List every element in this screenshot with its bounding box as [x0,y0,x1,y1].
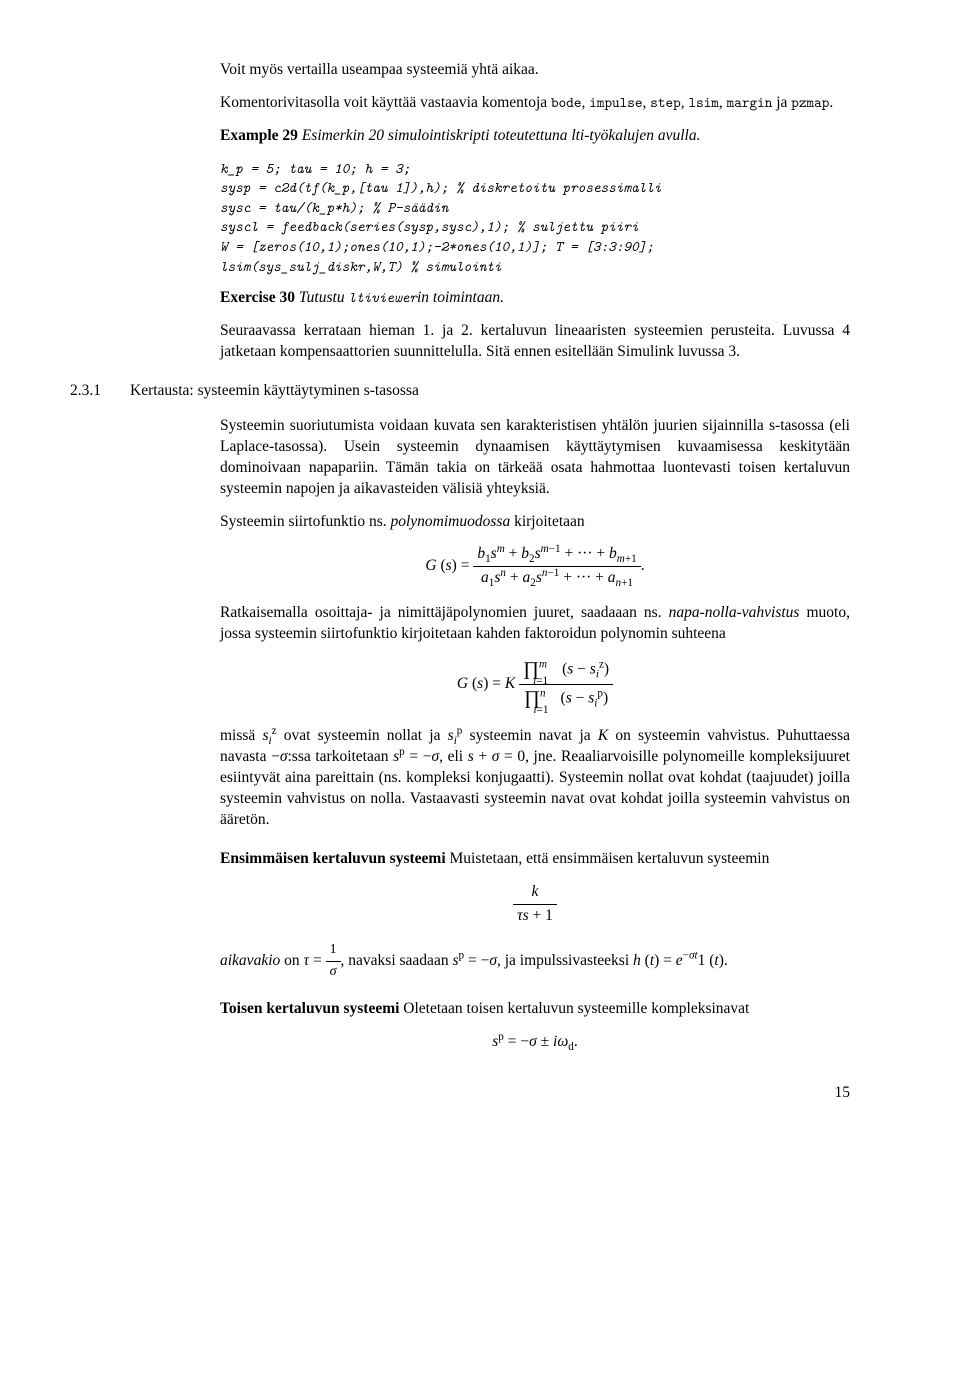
paragraph: missä siz ovat systeemin nollat ja sip s… [220,726,850,831]
italic-text: napa-nolla-vahvistus [669,604,800,621]
section-title: Kertausta: systeemin käyttäytyminen s-ta… [130,381,419,402]
paragraph: Systeemin suoriutumista voidaan kuvata s… [220,416,850,500]
text: Systeemin siirtofunktio ns. [220,513,391,530]
text: Komentorivitasolla voit käyttää vastaavi… [220,94,551,111]
paragraph: Ratkaisemalla osoittaja- ja nimittäjäpol… [220,603,850,645]
code-inline: lsim [688,92,718,112]
code-inline: pzmap [791,92,829,112]
paragraph: Voit myös vertailla useampaa systeemiä y… [220,60,850,81]
runin-heading: Ensimmäisen kertaluvun systeemi [220,850,446,867]
text: . [829,94,833,111]
example-heading: Example 29 Esimerkin 20 simulointiskript… [220,126,850,147]
exercise-label: Exercise 30 [220,289,295,306]
paragraph: Ensimmäisen kertaluvun systeemi Muisteta… [220,849,850,870]
paragraph: Toisen kertaluvun systeemi Oletetaan toi… [220,999,850,1020]
paragraph: aikavakio on τ = 1 σ , navaksi saadaan s… [220,941,850,982]
code-inline: ltiviewer [348,287,417,307]
italic-text: aikavakio [220,952,280,969]
paragraph: Komentorivitasolla voit käyttää vastaavi… [220,93,850,114]
paragraph: Seuraavassa kerrataan hieman 1. ja 2. ke… [220,321,850,363]
equation: G (s) = K ∏mi=1(s − siz) ∏ni=1(s − sip) [220,657,850,712]
exercise-heading: Exercise 30 Tutustu ltiviewerin toiminta… [220,288,850,309]
runin-heading: Toisen kertaluvun systeemi [220,1000,399,1017]
section-heading: 2.3.1 Kertausta: systeemin käyttäytymine… [70,381,850,402]
equation: k τs + 1 [220,882,850,927]
example-label: Example 29 [220,127,298,144]
code-inline: impulse [589,92,642,112]
page-number: 15 [70,1083,850,1104]
text: Oletetaan toisen kertaluvun systeemille … [399,1000,749,1017]
code-inline: bode [551,92,581,112]
section-number: 2.3.1 [70,381,130,402]
text: Ratkaisemalla osoittaja- ja nimittäjäpol… [220,604,669,621]
code-inline: step [650,92,680,112]
text: in toimintaan. [417,289,504,306]
equation: G (s) = b1sm + b2sm−1 + ··· + bm+1 a1sn … [220,544,850,589]
code-inline: margin [727,92,773,112]
text: kirjoitetaan [510,513,584,530]
code-block: k_p = 5; tau = 10; h = 3; sysp = c2d(tf(… [220,159,850,276]
text: Muistetaan, että ensimmäisen kertaluvun … [446,850,770,867]
paragraph: Systeemin siirtofunktio ns. polynomimuod… [220,512,850,533]
exercise-text: Tutustu ltiviewerin toimintaan. [295,289,504,306]
text: Tutustu [295,289,348,306]
text: , [719,94,727,111]
equation: sp = −σ ± iωd. [220,1032,850,1053]
italic-text: polynomimuodossa [391,513,511,530]
text: ja [772,94,791,111]
example-text: Esimerkin 20 simulointiskripti toteutett… [298,127,701,144]
